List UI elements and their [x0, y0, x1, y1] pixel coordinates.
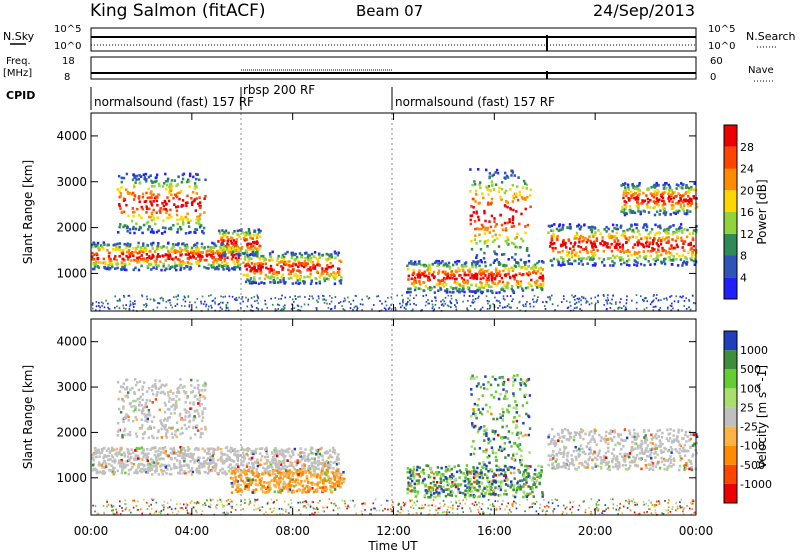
power-colorbar-tick: 4: [740, 271, 747, 284]
power-ytick-label: 1000: [56, 266, 87, 280]
velocity-colorbar-swatch: [724, 388, 737, 408]
velocity-colorbar-tick: 100: [740, 382, 761, 395]
velocity-colorbar-swatch: [724, 483, 737, 503]
power-band-4: [116, 172, 207, 235]
velocity-ylabel: Slant Range [km]: [21, 365, 35, 469]
velocity-colorbar-tick: -1000: [740, 478, 772, 491]
x-tick-label: 08:00: [275, 524, 310, 538]
power-ylabel: Slant Range [km]: [21, 160, 35, 264]
velocity-band-1: [91, 446, 341, 476]
x-tick-label: 00:00: [74, 524, 109, 538]
velocity-colorbar-swatch: [724, 426, 737, 446]
power-colorbar-swatch: [724, 233, 737, 256]
power-colorbar-tick: 8: [740, 250, 747, 263]
velocity-colorbar-label: Velocity [m s^-1]: [755, 365, 769, 469]
nsky-strip: [90, 27, 697, 52]
x-tick-label: 12:00: [376, 524, 411, 538]
power-colorbar-label: Power [dB]: [755, 179, 769, 244]
velocity-colorbar-tick: -100: [740, 440, 765, 453]
power-band-2: [217, 228, 262, 258]
freq-lo-label: 8: [64, 72, 70, 83]
velocity-colorbar-swatch: [724, 407, 737, 427]
x-tick-label: 20:00: [578, 524, 613, 538]
power-colorbar-tick: 24: [740, 163, 754, 176]
cpid-segment-2: rbsp 200 RF: [243, 83, 315, 97]
velocity-band-5: [469, 374, 532, 467]
cpid-label: CPID: [6, 89, 35, 102]
velocity-ytick-label: 3000: [56, 380, 87, 394]
x-tick-label: 04:00: [175, 524, 210, 538]
power-colorbar-swatch: [724, 255, 737, 278]
nsearch-label: N.Search: [746, 30, 796, 43]
power-band-5: [406, 259, 545, 295]
velocity-colorbar-swatch: [724, 331, 737, 351]
velocity-colorbar-swatch: [724, 369, 737, 389]
power-colorbar-swatch: [724, 146, 737, 169]
nsearch-lo-label: 10^0: [708, 41, 735, 52]
velocity-ytick-label: 2000: [56, 425, 87, 439]
power-colorbar-swatch: [724, 277, 737, 300]
power-ytick-label: 2000: [56, 221, 87, 235]
power-ground-scatter: [91, 294, 697, 312]
velocity-colorbar-swatch: [724, 464, 737, 484]
nave-hi-label: 60: [710, 56, 723, 67]
power-colorbar-tick: 28: [740, 141, 754, 154]
velocity-colorbar-tick: -25: [740, 421, 758, 434]
beam-label: Beam 07: [356, 2, 423, 20]
power-band-1: [91, 241, 242, 272]
nsky-label: N.Sky: [3, 30, 35, 43]
velocity-ground-scatter: [92, 498, 696, 516]
nsearch-hi-label: 10^5: [708, 24, 735, 35]
cpid-segment-1: normalsound (fast) 157 RF: [94, 95, 254, 109]
velocity-colorbar-tick: 1000: [740, 344, 768, 357]
power-colorbar-tick: 20: [740, 184, 754, 197]
velocity-colorbar-tick: -500: [740, 459, 765, 472]
power-band-7: [547, 223, 698, 267]
velocity-ytick-label: 1000: [56, 471, 87, 485]
power-band-8: [620, 181, 699, 217]
freq-label: Freq.: [6, 56, 31, 67]
power-colorbar-swatch: [724, 125, 737, 147]
freq-hi-label: 18: [62, 56, 75, 67]
velocity-colorbar-tick: 500: [740, 363, 761, 376]
power-ytick-label: 3000: [56, 175, 87, 189]
power-colorbar-tick: 16: [740, 206, 754, 219]
power-band-3: [242, 250, 343, 286]
nsky-hi-label: 10^5: [54, 24, 81, 35]
x-axis-title: Time UT: [367, 539, 418, 553]
velocity-colorbar-swatch: [724, 445, 737, 465]
velocity-band-2: [229, 468, 346, 494]
velocity-colorbar-swatch: [724, 350, 737, 370]
velocity-band-4: [406, 464, 545, 499]
power-colorbar-swatch: [724, 212, 737, 234]
power-colorbar-tick: 12: [740, 228, 754, 241]
velocity-ytick-label: 4000: [56, 335, 87, 349]
velocity-band-6: [547, 427, 699, 472]
power-colorbar-swatch: [724, 190, 737, 213]
velocity-band-3: [116, 378, 207, 440]
power-colorbar-swatch: [724, 168, 737, 191]
cpid-segment-3: normalsound (fast) 157 RF: [395, 95, 555, 109]
velocity-colorbar-frame: [723, 330, 738, 504]
velocity-colorbar-tick: 25: [740, 401, 754, 414]
freq-unit-label: [MHz]: [3, 68, 32, 79]
nave-lo-label: 0: [710, 72, 716, 83]
station-title: King Salmon (fitACF): [90, 1, 266, 21]
x-tick-label: 16:00: [477, 524, 512, 538]
date-label: 24/Sep/2013: [593, 1, 695, 20]
power-colorbar-frame: [723, 124, 738, 300]
power-ytick-label: 4000: [56, 129, 87, 143]
power-panel-frame: [90, 112, 697, 312]
nsky-lo-label: 10^0: [54, 41, 81, 52]
x-tick-label: 00:00: [679, 524, 714, 538]
power-data-marks: [91, 168, 699, 312]
power-band-6: [469, 168, 532, 262]
nave-label: Nave: [748, 65, 774, 76]
velocity-data-marks: [91, 374, 699, 516]
velocity-panel-frame: [90, 318, 697, 516]
freq-strip: [90, 56, 697, 80]
